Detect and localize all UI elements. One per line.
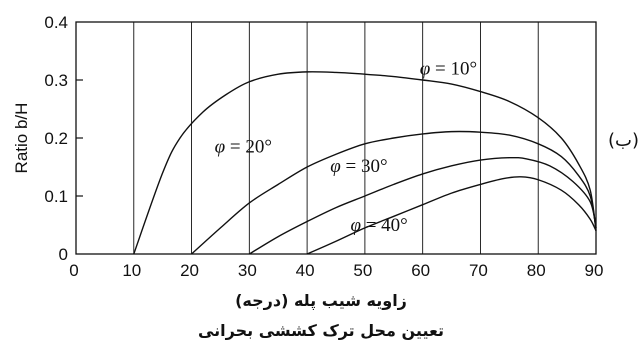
axes	[75, 21, 597, 255]
x-tick-label: 10	[122, 261, 141, 280]
x-axis-label: زاویه شیب پله (درجه)	[235, 291, 407, 310]
series-line	[133, 71, 597, 255]
series-lines	[133, 71, 597, 255]
series-label: φ = 40°	[350, 215, 407, 236]
y-axis-label: Ratio b/H	[12, 103, 31, 174]
chart: 0 10 20 30 40 50 60 70 80 90 0 0.1 0.2 0.3 0.4 φ = 10°…	[12, 13, 639, 280]
x-tick-label: 20	[180, 261, 199, 280]
series-label: φ = 10°	[420, 58, 477, 79]
y-tick-label: 0.4	[44, 13, 68, 32]
y-tick-label: 0.1	[44, 187, 68, 206]
x-tick-label: 40	[296, 261, 315, 280]
x-tick-label: 70	[469, 261, 488, 280]
series-label: φ = 20°	[215, 137, 272, 158]
series-line	[306, 176, 597, 255]
series-labels: φ = 10° φ = 20° φ = 30° φ = 40°	[215, 58, 477, 236]
series-line	[248, 156, 597, 255]
series-label: φ = 30°	[330, 156, 387, 177]
x-tick-label: 0	[69, 261, 78, 280]
x-tick-label: 80	[527, 261, 546, 280]
y-tick-label: 0.3	[44, 71, 68, 90]
side-label: (ب)	[608, 130, 639, 151]
tick-labels: 0 10 20 30 40 50 60 70 80 90 0 0.1 0.2 0.3 0.4	[44, 13, 603, 280]
y-tick-label: 0.2	[44, 129, 68, 148]
x-tick-label: 60	[411, 261, 430, 280]
series-line	[191, 130, 597, 255]
x-tick-label: 90	[585, 261, 604, 280]
x-tick-label: 50	[353, 261, 372, 280]
x-tick-label: 30	[238, 261, 257, 280]
grid-lines	[133, 22, 539, 254]
y-tick-label: 0	[59, 245, 68, 264]
figure-caption: تعیین محل ترک کششی بحرانی	[197, 321, 445, 340]
plot-frame	[75, 21, 597, 255]
